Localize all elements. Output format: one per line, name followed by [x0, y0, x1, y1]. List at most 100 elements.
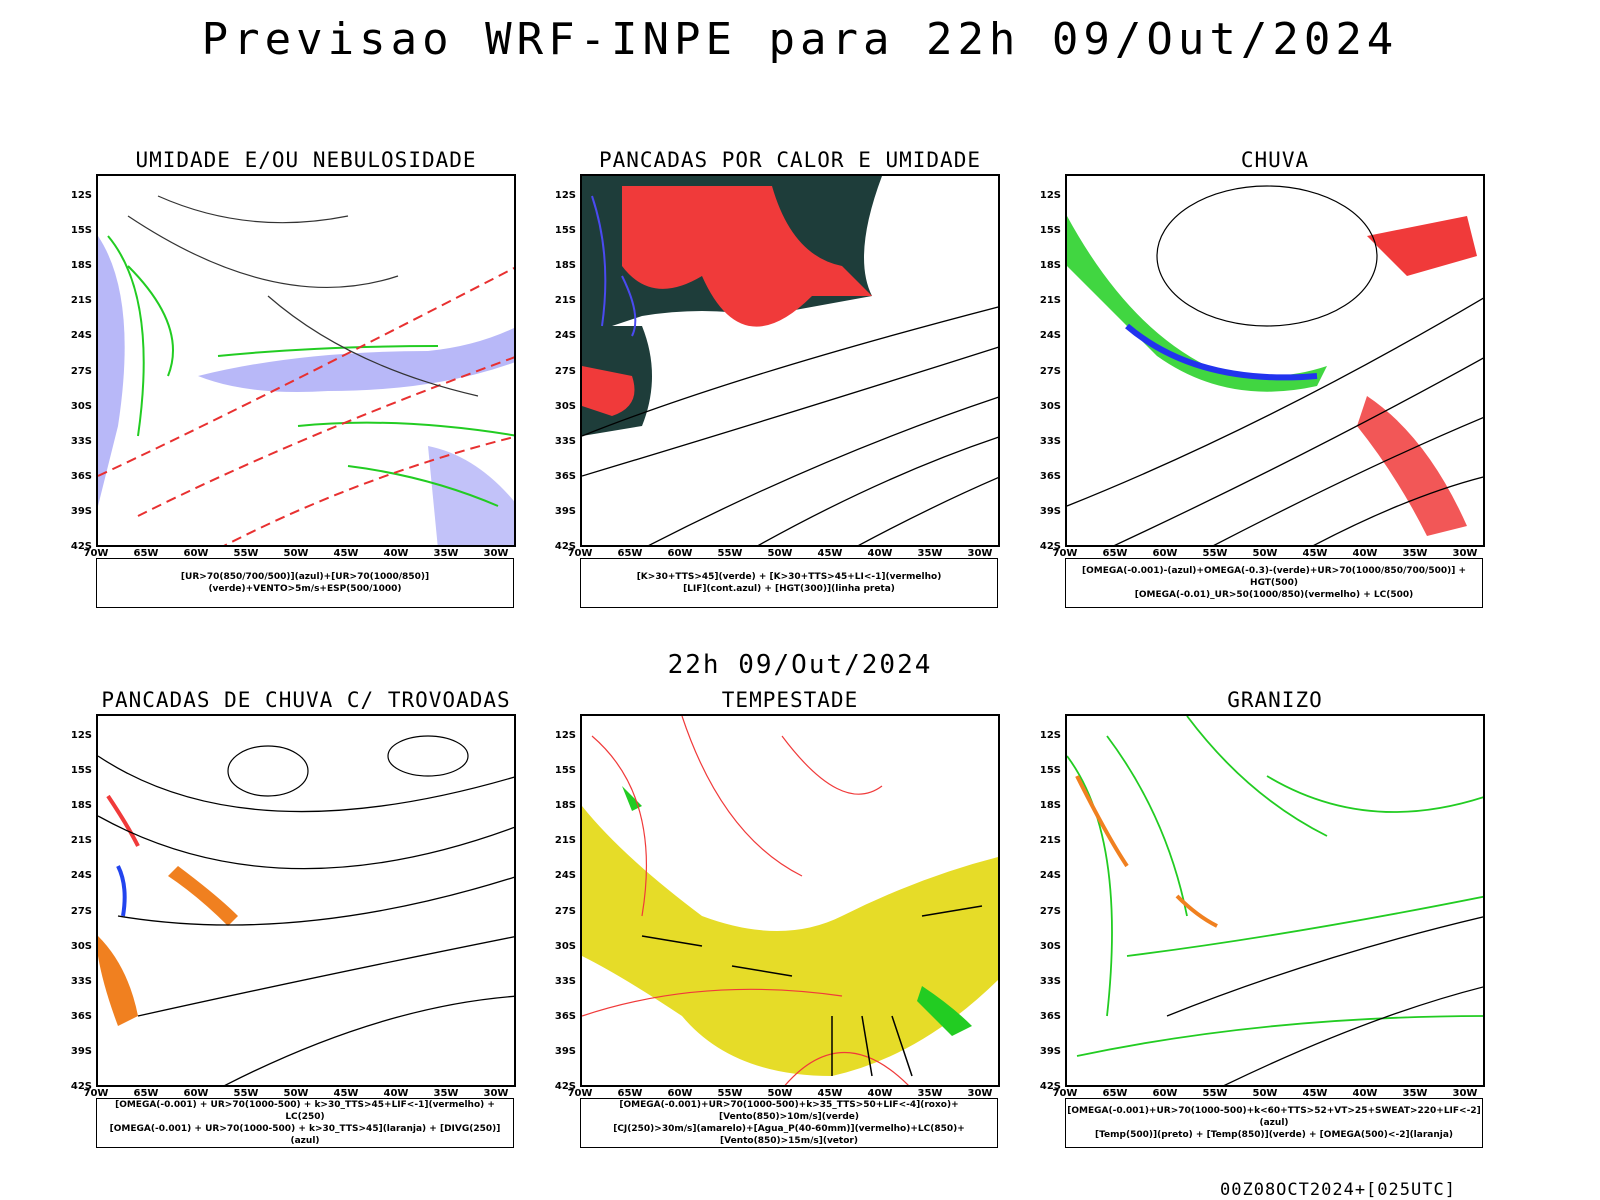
lon-tick-label: 40W	[867, 1088, 893, 1099]
axis-ticks: 12S 15S 18S 21S 24S 27S 30S 33S 36S 39S 42S 70W 65W 6…	[555, 688, 1020, 1108]
humidity-blue-area	[98, 236, 125, 506]
lat-tick-label: 39S	[554, 1045, 576, 1057]
legend-line: [OMEGA(-0.001)-(azul)+OMEGA(-0.3)-(verde…	[1081, 566, 1467, 588]
lat-tick-label: 15S	[554, 225, 576, 237]
panel-chuva: CHUVA 12S 15S 18S 21S 24S 27S 30S 33S 36S 39S 42S 7…	[1040, 148, 1505, 628]
map-tempestade	[580, 714, 1000, 1087]
lon-tick-label: 70W	[567, 1088, 593, 1099]
lon-tick-label: 50W	[283, 548, 309, 559]
panel-title: UMIDADE E/OU NEBULOSIDADE	[135, 148, 477, 172]
lat-tick-label: 33S	[554, 435, 576, 447]
lon-tick-label: 65W	[133, 548, 159, 559]
lat-tick-label: 12S	[554, 730, 576, 741]
lon-tick-label: 50W	[1252, 1088, 1278, 1099]
storm-orange-west	[98, 936, 138, 1026]
lat-tick-label: 21S	[1039, 835, 1061, 847]
lon-tick-label: 30W	[483, 548, 509, 559]
lat-tick-label: 42S	[1039, 1081, 1061, 1092]
axis-ticks: 12S 15S 18S 21S 24S 27S 30S 33S 36S 39S 42S 70W 65W 6…	[555, 148, 1020, 568]
li-red-area	[622, 186, 872, 327]
legend-box: [OMEGA(-0.001)+UR>70(1000-500)+k<60+TTS>…	[1065, 1098, 1483, 1148]
lon-tick-label: 40W	[383, 548, 409, 559]
lon-tick-label: 50W	[283, 1088, 309, 1099]
pressure-contours	[127, 195, 479, 397]
lon-tick-label: 45W	[333, 548, 359, 559]
lat-tick-label: 30S	[1039, 940, 1061, 952]
lon-tick-label: 65W	[1102, 548, 1128, 559]
lon-tick-label: 60W	[1152, 1088, 1178, 1099]
lon-tick-label: 70W	[567, 548, 593, 559]
storm-orange-area	[168, 866, 238, 926]
lon-tick-label: 65W	[133, 1088, 159, 1099]
li-red-west	[582, 366, 635, 416]
panel-title: GRANIZO	[1227, 688, 1323, 712]
lon-tick-label: 40W	[383, 1088, 409, 1099]
subtitle: 22h 09/Out/2024	[667, 650, 933, 680]
lat-tick-label: 27S	[1039, 365, 1061, 377]
lat-tick-label: 12S	[554, 190, 576, 201]
water-red-contours	[582, 716, 909, 1085]
panel-title: PANCADAS POR CALOR E UMIDADE	[598, 148, 981, 172]
lat-tick-label: 30S	[70, 940, 92, 952]
rain-red-northeast	[1367, 216, 1477, 276]
map-chuva	[1065, 174, 1485, 547]
lon-tick-label: 55W	[717, 1088, 743, 1099]
lon-tick-label: 60W	[183, 1088, 209, 1099]
lat-tick-label: 39S	[554, 505, 576, 517]
lat-tick-label: 42S	[70, 1081, 92, 1092]
omega-blue-band	[1125, 323, 1318, 381]
panel-title: PANCADAS DE CHUVA C/ TROVOADAS	[101, 688, 511, 712]
lat-tick-label: 18S	[554, 260, 576, 272]
lc250-high	[227, 745, 309, 797]
legend-box: [OMEGA(-0.001)+UR>70(1000-500)+k>35_TTS>…	[580, 1098, 998, 1148]
lon-tick-label: 45W	[333, 1088, 359, 1099]
legend-box: [OMEGA(-0.001) + UR>70(1000-500) + k>30_…	[96, 1098, 514, 1148]
lon-tick-label: 70W	[1052, 1088, 1078, 1099]
wind-vectors	[641, 905, 983, 1077]
lat-tick-label: 27S	[554, 365, 576, 377]
map-trovoadas	[96, 714, 516, 1087]
lat-tick-label: 39S	[1039, 1045, 1061, 1057]
hgt500-contours	[1067, 297, 1483, 545]
lon-tick-label: 45W	[817, 1088, 843, 1099]
legend-line: [CJ(250)>30m/s](amarelo)+[Agua_P(40-60mm…	[613, 1124, 965, 1146]
omega500-orange	[1075, 775, 1218, 928]
lat-tick-label: 18S	[70, 260, 92, 272]
legend-line: [K>30+TTS>45](verde) + [K>30+TTS>45+LI<-…	[636, 572, 942, 582]
lat-tick-label: 42S	[1039, 541, 1061, 552]
lon-tick-label: 35W	[1402, 1088, 1428, 1099]
legend-box: [K>30+TTS>45](verde) + [K>30+TTS>45+LI<-…	[580, 558, 998, 608]
lat-tick-label: 33S	[554, 975, 576, 987]
lat-tick-label: 18S	[70, 800, 92, 812]
panel-granizo: GRANIZO 12S 15S 18S 21S 24S 27S 30S 33S 36S 39S 42…	[1040, 688, 1505, 1168]
legend-line: [OMEGA(-0.01)_UR>50(1000/850)(vermelho) …	[1134, 590, 1414, 600]
lat-tick-label: 30S	[1039, 400, 1061, 412]
lon-tick-label: 35W	[433, 548, 459, 559]
lon-tick-label: 30W	[1452, 548, 1478, 559]
lat-tick-label: 36S	[70, 1010, 92, 1022]
lon-tick-label: 50W	[1252, 548, 1278, 559]
lat-tick-label: 15S	[1039, 225, 1061, 237]
panel-umidade: UMIDADE E/OU NEBULOSIDADE 12S 15S 18S 21S 24…	[71, 148, 536, 628]
axis-ticks: 12S 15S 18S 21S 24S 27S 30S 33S 36S 39S 42S 70W 65W 6…	[1040, 148, 1505, 568]
map-granizo	[1065, 714, 1485, 1087]
legend-line: [OMEGA(-0.001) + UR>70(1000-500) + k>30_…	[115, 1100, 495, 1122]
lat-tick-label: 24S	[70, 330, 92, 342]
lon-tick-label: 55W	[1202, 1088, 1228, 1099]
panel-pancadas-calor: PANCADAS POR CALOR E UMIDADE 12S 15S 18S 21…	[555, 148, 1020, 628]
lon-tick-label: 40W	[1352, 548, 1378, 559]
lon-tick-label: 60W	[667, 548, 693, 559]
humidity-green-contours	[107, 235, 514, 507]
lon-tick-label: 30W	[483, 1088, 509, 1099]
lat-tick-label: 15S	[70, 225, 92, 237]
lon-tick-label: 70W	[1052, 548, 1078, 559]
lon-tick-label: 65W	[617, 1088, 643, 1099]
lat-tick-label: 30S	[554, 940, 576, 952]
lat-tick-label: 39S	[70, 1045, 92, 1057]
jet-yellow-area	[582, 806, 998, 1076]
axis-ticks: 12S 15S 18S 21S 24S 27S 30S 33S 36S 39S 42S 70W 65W 6…	[71, 688, 536, 1108]
lon-tick-label: 55W	[1202, 548, 1228, 559]
hgt300-contours	[582, 306, 998, 545]
map-plot	[582, 716, 998, 1085]
lat-tick-label: 21S	[70, 295, 92, 307]
